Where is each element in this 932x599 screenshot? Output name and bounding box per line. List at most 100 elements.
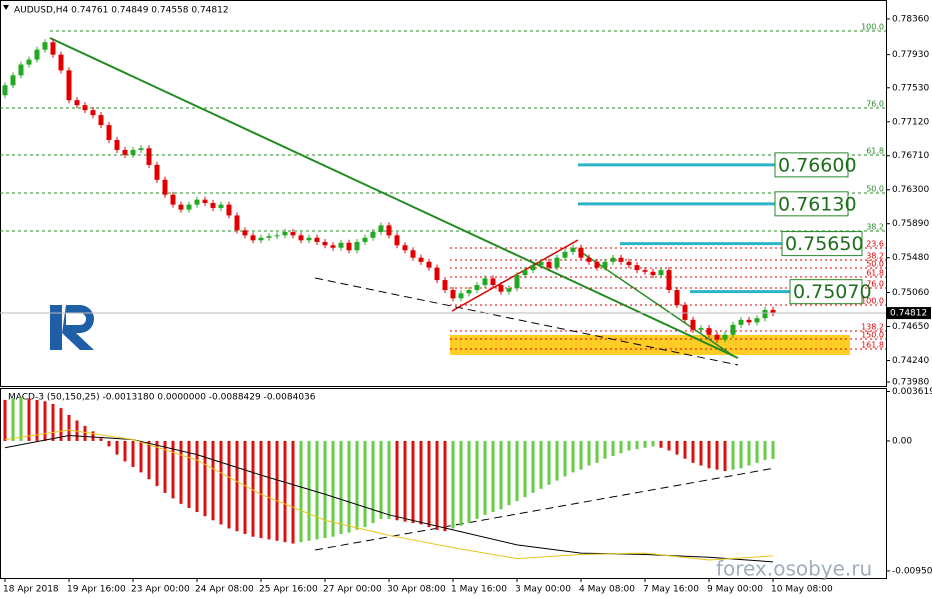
histogram-bar [627,440,631,451]
candle [418,257,424,262]
candle [770,309,776,314]
candle [218,204,224,208]
histogram-bar [155,440,159,487]
candle [370,232,376,238]
histogram-bar [99,438,103,441]
histogram-bar [427,440,431,528]
histogram-bar [139,440,143,473]
candle [306,237,312,241]
candle [394,235,400,246]
candle [506,288,512,292]
histogram-bar [723,440,727,472]
candle [34,49,40,60]
watermark: forex.osobye.ru [716,557,872,581]
histogram-bar [515,440,519,502]
candle [474,285,480,291]
candle [402,245,408,251]
target-zone [450,335,850,355]
histogram-bar [59,408,63,441]
histogram-bar [691,440,695,463]
candle [330,245,336,248]
candle [514,275,520,289]
candle [762,309,768,319]
histogram-bar [507,440,511,506]
candle [682,304,688,320]
histogram-bar [147,440,151,480]
x-tick-label: 18 Apr 2018 [3,585,59,595]
candle [626,261,632,266]
candle [58,54,64,71]
histogram-bar [187,440,191,508]
histogram-bar [731,440,735,470]
histogram-bar [771,440,775,459]
candle [458,293,464,299]
current-price-label: 0.74812 [890,309,927,319]
macd-title: MACD-3 (50,150,25) -0.0013180 0.0000000 … [8,393,316,403]
candle [298,235,304,241]
candle [226,204,232,216]
candle [634,265,640,271]
y-tick-label: 0.77530 [892,83,929,93]
candle [18,64,24,76]
x-tick-label: 30 Apr 08:00 [387,585,446,595]
histogram-bar [131,440,135,467]
histogram-bar [355,440,359,530]
histogram-bar [643,440,647,448]
histogram-bar [363,440,367,528]
histogram-bar [323,440,327,539]
candle [2,85,8,96]
level-label: 0.75070 [793,281,872,303]
x-tick-label: 19 Apr 16:00 [67,585,126,595]
y-tick-label: 0.74650 [892,322,929,332]
histogram-bar [411,440,415,524]
candle [490,278,496,286]
level-box [789,279,863,305]
histogram-bar [619,440,623,454]
candle [50,42,56,55]
histogram-bar [267,440,271,540]
fib-label: 76.0 [866,280,884,289]
candle [90,110,96,116]
y-tick-label: 0.77930 [892,50,929,60]
candle [658,270,664,276]
y-tick-label: 0.77120 [892,117,929,127]
candle [138,148,144,150]
fib-label: 50.0 [866,260,884,269]
candle [546,261,552,268]
histogram-bar [451,440,455,529]
histogram-bar [603,440,607,459]
candle [234,215,240,231]
x-tick-label: 7 May 16:00 [643,585,699,595]
candle [66,70,72,101]
candle [378,225,384,233]
histogram-bar [3,399,7,441]
histogram-bar [339,440,343,534]
candle [578,247,584,258]
histogram-bar [483,440,487,515]
y-tick-label: 0.00 [892,436,912,446]
candle [10,75,16,86]
x-tick-label: 27 Apr 00:00 [323,585,382,595]
candle [602,261,608,268]
histogram-bar [403,440,407,522]
candle [386,225,392,236]
y-tick-label: 0.75890 [892,219,929,229]
candle [322,241,328,246]
histogram-bar [171,440,175,499]
histogram-bar [395,440,399,521]
histogram-bar [75,420,79,441]
histogram-bar [211,440,215,521]
histogram-bar [739,440,743,469]
histogram-bar [123,440,127,462]
candle [706,328,712,335]
histogram-bar [651,440,655,447]
y-tick-label: 0.76710 [892,151,929,161]
histogram-bar [203,440,207,517]
histogram-bar [115,440,119,455]
histogram-bar [667,440,671,451]
histogram-bar [19,397,23,441]
candle [714,334,720,340]
histogram-bar [547,440,551,485]
candle [266,236,272,238]
candle [114,140,120,150]
